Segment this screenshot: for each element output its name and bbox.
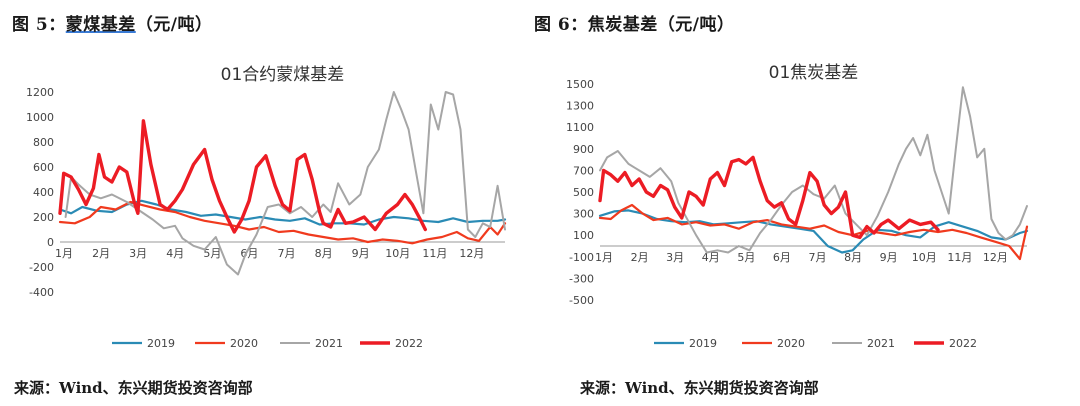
figure-6-panel: 图 6：焦炭基差（元/吨） 01焦炭基差 1500 1300 1100 900 700 50… (522, 0, 1042, 406)
chart2-x-tick-label: 4月 (702, 251, 720, 264)
coking-coal-basis-chart: 01合约蒙煤基差 1200 1000 800 600 400 200 0 -200 -400 1月 2… (26, 65, 507, 350)
chart1-legend-label-2019: 2019 (147, 337, 175, 350)
chart2-x-tick-label: 11月 (947, 251, 972, 264)
figure-5-title-main: 蒙煤基差 (65, 15, 136, 35)
figure-6-title-main: 焦炭基差 (587, 15, 658, 35)
chart1-legend-label-2022: 2022 (395, 337, 423, 350)
chart2-legend-label-2021: 2021 (867, 337, 895, 350)
figure-5-title-suffix: （元/吨） (135, 15, 213, 35)
chart2-legend-label-2020: 2020 (777, 337, 805, 350)
chart2-y-tick-label: 1500 (566, 78, 594, 91)
chart2-x-tick-label: 7月 (809, 251, 827, 264)
chart1-x-tick-label: 12月 (459, 247, 484, 260)
figure-6-prefix: 图 6： (534, 15, 588, 35)
chart1-y-tick-label: -400 (29, 286, 54, 299)
chart1-x-tick-label: 1月 (55, 247, 73, 260)
chart1-y-tick-label: 1000 (26, 111, 54, 124)
chart2-x-tick-label: 3月 (666, 251, 684, 264)
chart1-x-tick-label: 10月 (385, 247, 410, 260)
chart1-legend-label-2021: 2021 (315, 337, 343, 350)
chart1-x-tick-label: 4月 (166, 247, 184, 260)
chart2-title: 01焦炭基差 (769, 63, 859, 83)
chart1-x-tick-label: 5月 (203, 247, 221, 260)
figure-6-title-suffix: （元/吨） (657, 15, 735, 35)
chart2-series-line-2020 (598, 203, 1029, 261)
figure-5-title: 图 5：蒙煤基差（元/吨） (12, 10, 212, 35)
chart2-y-tick-label: 1300 (566, 100, 594, 113)
figure-5-source: 来源：Wind、东兴期货投资咨询部 (14, 379, 253, 397)
chart1-legend-label-2020: 2020 (230, 337, 258, 350)
chart1-y-tick-label: 0 (47, 236, 54, 249)
chart1-title: 01合约蒙煤基差 (221, 65, 345, 85)
chart2-x-tick-label: 6月 (773, 251, 791, 264)
chart1-series-line-2022 (58, 119, 427, 234)
chart2-x-tick-label: 12月 (983, 251, 1008, 264)
chart1-x-tick-label: 7月 (278, 247, 296, 260)
figure-5-prefix: 图 5： (12, 15, 66, 35)
chart1-y-tick-label: 800 (33, 136, 54, 149)
figure-6-title: 图 6：焦炭基差（元/吨） (534, 10, 734, 35)
chart1-y-tick-label: 200 (33, 211, 54, 224)
figure-5-panel: 图 5：蒙煤基差（元/吨） 01合约蒙煤基差 1200 1000 800 600 400 2… (0, 0, 520, 406)
chart1-x-tick-label: 8月 (315, 247, 333, 260)
chart2-y-tick-label: 700 (573, 164, 594, 177)
chart1-y-tick-label: -200 (29, 261, 54, 274)
chart1-x-tick-label: 9月 (352, 247, 370, 260)
chart2-x-tick-label: 1月 (595, 251, 613, 264)
chart1-y-tick-label: 600 (33, 161, 54, 174)
chart1-x-tick-label: 3月 (129, 247, 147, 260)
chart2-series-line-2022 (598, 155, 940, 240)
chart1-x-tick-label: 11月 (422, 247, 447, 260)
chart2-x-tick-label: 2月 (631, 251, 649, 264)
chart1-x-tick-label: 2月 (92, 247, 110, 260)
chart2-y-tick-label: -300 (569, 272, 594, 285)
chart2-x-tick-label: 9月 (880, 251, 898, 264)
coke-basis-chart: 01焦炭基差 1500 1300 1100 900 700 500 300 100 -100 -30… (566, 63, 1029, 350)
chart2-y-tick-label: 300 (573, 208, 594, 221)
chart2-x-tick-label: 10月 (912, 251, 937, 264)
chart2-y-tick-label: 900 (573, 143, 594, 156)
chart2-y-tick-label: 1100 (566, 121, 594, 134)
chart2-legend-label-2019: 2019 (689, 337, 717, 350)
chart2-y-tick-label: -100 (569, 251, 594, 264)
chart2-x-tick-label: 8月 (844, 251, 862, 264)
chart2-x-tick-label: 5月 (737, 251, 755, 264)
figure-6-source: 来源：Wind、东兴期货投资咨询部 (580, 379, 819, 397)
chart1-y-tick-label: 1200 (26, 86, 54, 99)
chart1-y-tick-label: 400 (33, 186, 54, 199)
chart2-y-tick-label: 100 (573, 229, 594, 242)
chart2-y-tick-label: -500 (569, 294, 594, 307)
chart2-legend-label-2022: 2022 (949, 337, 977, 350)
chart2-y-tick-label: 500 (573, 186, 594, 199)
